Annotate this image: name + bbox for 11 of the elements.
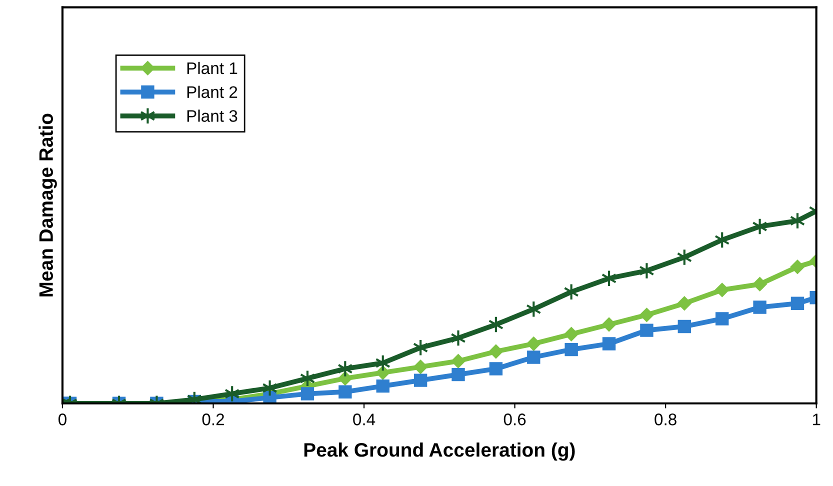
x-tick-label: 1 xyxy=(812,414,820,426)
y-axis-title: Mean Damage Ratio xyxy=(38,114,57,296)
x-tick-label: 0.6 xyxy=(504,414,526,426)
legend-label: Plant 3 xyxy=(187,110,238,122)
x-tick-label: 0.2 xyxy=(202,414,224,426)
legend-label: Plant 1 xyxy=(187,62,238,74)
x-tick-label: 0.8 xyxy=(654,414,676,426)
x-tick-label: 0 xyxy=(58,414,66,426)
legend-label: Plant 2 xyxy=(187,86,238,98)
x-axis-title: Peak Ground Acceleration (g) xyxy=(304,442,575,461)
x-tick-label: 0.4 xyxy=(353,414,376,426)
